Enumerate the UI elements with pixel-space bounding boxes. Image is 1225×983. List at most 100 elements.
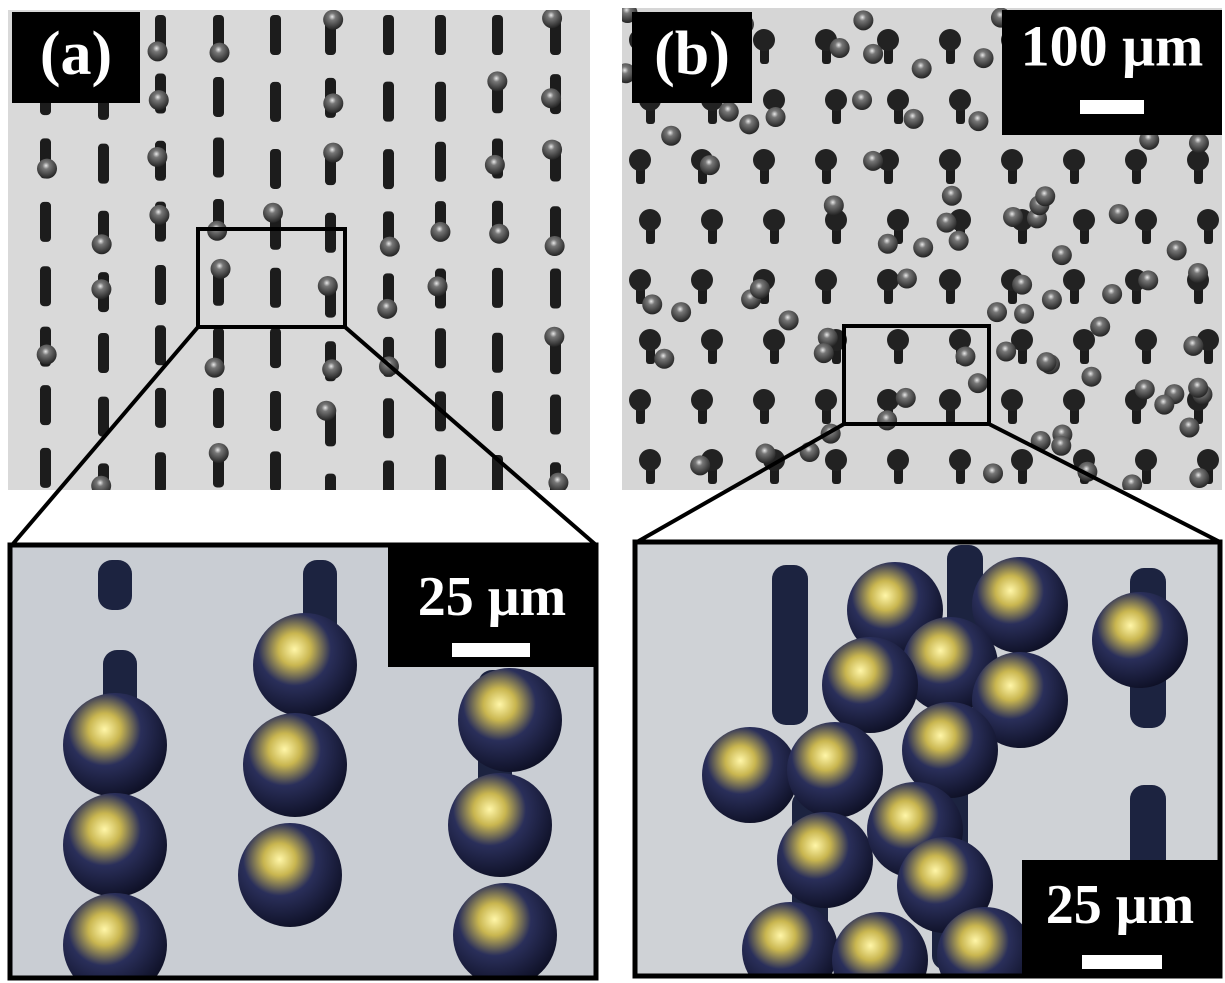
bead (1138, 270, 1158, 290)
bead (1014, 304, 1034, 324)
pillar (40, 266, 51, 306)
bead (815, 389, 837, 411)
bead (1073, 209, 1095, 231)
bead (453, 883, 557, 983)
bead (824, 195, 844, 215)
bead (949, 89, 971, 111)
bead (887, 209, 909, 231)
bead (1135, 449, 1157, 471)
bead (322, 499, 342, 519)
bead (942, 186, 962, 206)
pillar (435, 328, 446, 368)
bead (1189, 468, 1209, 488)
bead (1052, 245, 1072, 265)
bead (1188, 263, 1208, 283)
bead (253, 613, 357, 717)
bead (323, 143, 343, 163)
bead (763, 329, 785, 351)
bead (787, 722, 883, 818)
pillar (492, 15, 503, 55)
scale-text: 25 μm (1046, 874, 1194, 936)
bead (210, 43, 230, 63)
bead (1179, 417, 1199, 437)
bead (318, 276, 338, 296)
bead (1090, 317, 1110, 337)
bead (1035, 186, 1055, 206)
bead (323, 10, 343, 30)
bead (541, 88, 561, 108)
bead (753, 389, 775, 411)
pillar (435, 454, 446, 494)
bead (489, 224, 509, 244)
bead (548, 473, 568, 493)
bead (316, 401, 336, 421)
bead (825, 89, 847, 111)
pillar (155, 325, 166, 365)
bead (37, 345, 57, 365)
bead (863, 151, 883, 171)
pillar (213, 77, 224, 117)
pillar (270, 268, 281, 308)
bead (458, 668, 562, 772)
pillar (383, 461, 394, 501)
bead (815, 149, 837, 171)
bead (913, 238, 933, 258)
bead (642, 294, 662, 314)
pillar (435, 15, 446, 55)
bead (939, 149, 961, 171)
pillar (98, 560, 132, 610)
bead (149, 205, 169, 225)
bead (209, 443, 229, 463)
bead (1012, 275, 1032, 295)
bead (238, 823, 342, 927)
bead (448, 773, 552, 877)
pillar (772, 565, 808, 725)
pillar (98, 144, 109, 184)
bead (1001, 149, 1023, 171)
bead (211, 259, 231, 279)
bead (91, 476, 111, 496)
bead (149, 90, 169, 110)
pillar (270, 15, 281, 55)
bead (1036, 352, 1056, 372)
pillar (492, 391, 503, 431)
bead (639, 329, 661, 351)
bead (1092, 592, 1188, 688)
bead (380, 237, 400, 257)
bead (690, 455, 710, 475)
bead (63, 793, 167, 897)
bead (877, 269, 899, 291)
pillar (550, 395, 561, 435)
bead (1003, 207, 1023, 227)
bead (1073, 329, 1095, 351)
bead (377, 299, 397, 319)
bead (753, 149, 775, 171)
pillar (435, 82, 446, 122)
bead (887, 329, 909, 351)
bead (37, 159, 57, 179)
bead (777, 812, 873, 908)
scale-bar (1082, 955, 1162, 969)
pillar (325, 474, 336, 514)
bead (1135, 329, 1157, 351)
bead (1154, 395, 1174, 415)
pillar (383, 149, 394, 189)
bead (485, 155, 505, 175)
bead (753, 29, 775, 51)
bead (1125, 149, 1147, 171)
bead (1102, 284, 1122, 304)
bead (1197, 209, 1219, 231)
bead (974, 48, 994, 68)
bead (148, 41, 168, 61)
bead (544, 327, 564, 347)
pillar (383, 82, 394, 122)
bead (427, 276, 447, 296)
bead (376, 490, 396, 510)
pillar (270, 82, 281, 122)
bead (661, 126, 681, 146)
bead (243, 713, 347, 817)
pillar (40, 385, 51, 425)
bead (750, 279, 770, 299)
bead (487, 71, 507, 91)
bead (987, 302, 1007, 322)
